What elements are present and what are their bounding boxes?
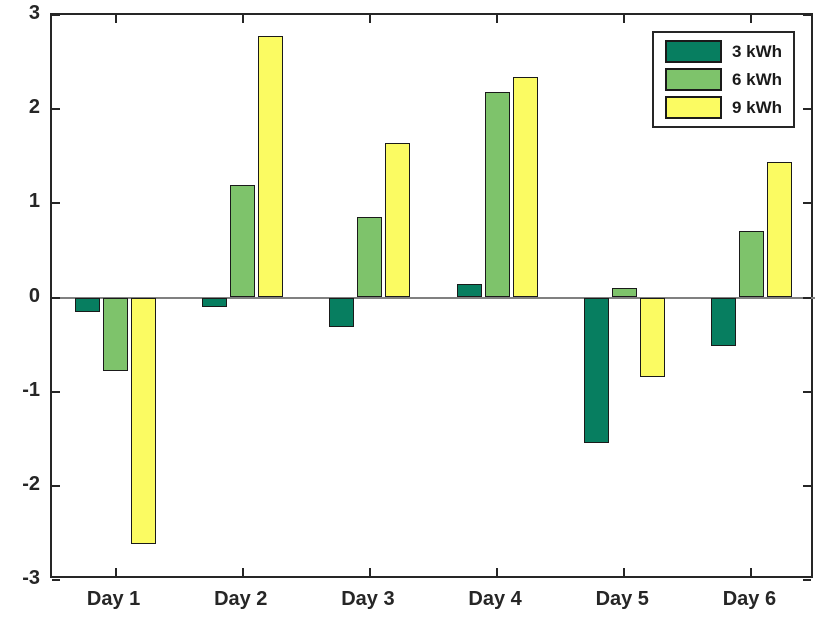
legend-swatch-6-kwh (664, 68, 722, 91)
x-tick-top (114, 15, 117, 23)
y-tick-label: 0 (28, 284, 40, 307)
legend-label: 9 kWh (731, 97, 782, 117)
y-tick-right (803, 14, 811, 16)
bar-series-2-day-3 (357, 217, 383, 298)
bar-series-3-day-3 (385, 143, 411, 298)
legend-swatch-3-kwh (664, 40, 722, 63)
legend-row: 6 kWh (664, 68, 782, 91)
x-tick-top (368, 15, 371, 23)
x-tick-bottom (241, 568, 244, 576)
bar-series-2-day-5 (611, 288, 637, 298)
y-tick-right (803, 579, 811, 581)
legend-row: 3 kWh (664, 40, 782, 63)
legend-label: 6 kWh (731, 69, 782, 89)
y-tick-label: 3 (28, 2, 40, 24)
bar-series-1-day-2 (202, 297, 228, 307)
bar-series-2-day-1 (103, 297, 129, 371)
legend-label: 3 kWh (731, 41, 782, 61)
bar-series-2-day-2 (230, 185, 256, 298)
legend-swatch-9-kwh (664, 96, 722, 119)
bar-series-1-day-4 (456, 284, 482, 298)
y-tick-right (803, 390, 811, 393)
y-tick-right (803, 484, 811, 487)
bar-series-2-day-4 (484, 92, 510, 298)
x-category-label: Day 2 (214, 588, 268, 610)
y-tick-label: 2 (28, 96, 40, 119)
legend: 3 kWh 6 kWh 9 kWh (651, 31, 795, 128)
y-tick-label: -2 (22, 472, 40, 495)
bar-series-1-day-5 (583, 297, 609, 444)
zero-baseline (52, 296, 815, 299)
x-category-label: Day 3 (341, 588, 395, 610)
x-category-label: Day 6 (722, 588, 777, 610)
bar-series-3-day-4 (512, 77, 538, 298)
x-tick-bottom (496, 568, 499, 576)
bar-series-3-day-1 (131, 297, 157, 545)
y-tick-left (52, 579, 60, 581)
y-tick-right (803, 202, 811, 205)
y-tick-left (52, 390, 60, 393)
legend-row: 9 kWh (664, 96, 782, 119)
y-tick-right (803, 296, 811, 299)
y-tick-left (52, 484, 60, 487)
plot-area: 3 kWh 6 kWh 9 kWh (50, 13, 815, 581)
bar-series-1-day-1 (75, 297, 101, 312)
bar-series-2-day-6 (738, 230, 764, 298)
x-tick-bottom (623, 568, 626, 576)
y-tick-left (52, 108, 60, 111)
y-tick-label: -1 (22, 378, 40, 401)
x-tick-bottom (114, 568, 117, 576)
x-tick-top (241, 15, 244, 23)
bar-series-1-day-6 (710, 297, 736, 346)
bar-series-3-day-5 (639, 297, 665, 377)
y-tick-right (803, 108, 811, 111)
y-tick-left (52, 296, 60, 299)
x-tick-top (750, 15, 753, 23)
y-tick-label: -3 (22, 567, 40, 589)
bar-series-1-day-3 (329, 297, 355, 327)
y-tick-left (52, 14, 60, 16)
x-tick-top (623, 15, 626, 23)
x-category-label: Day 4 (468, 588, 522, 610)
y-tick-label: 1 (28, 190, 40, 213)
y-tick-left (52, 202, 60, 205)
x-tick-top (496, 15, 499, 23)
x-tick-bottom (368, 568, 371, 576)
bar-series-3-day-6 (766, 161, 792, 298)
x-category-label: Day 1 (86, 588, 141, 610)
x-category-label: Day 5 (595, 588, 649, 610)
bar-series-3-day-2 (258, 35, 284, 298)
x-tick-bottom (750, 568, 753, 576)
